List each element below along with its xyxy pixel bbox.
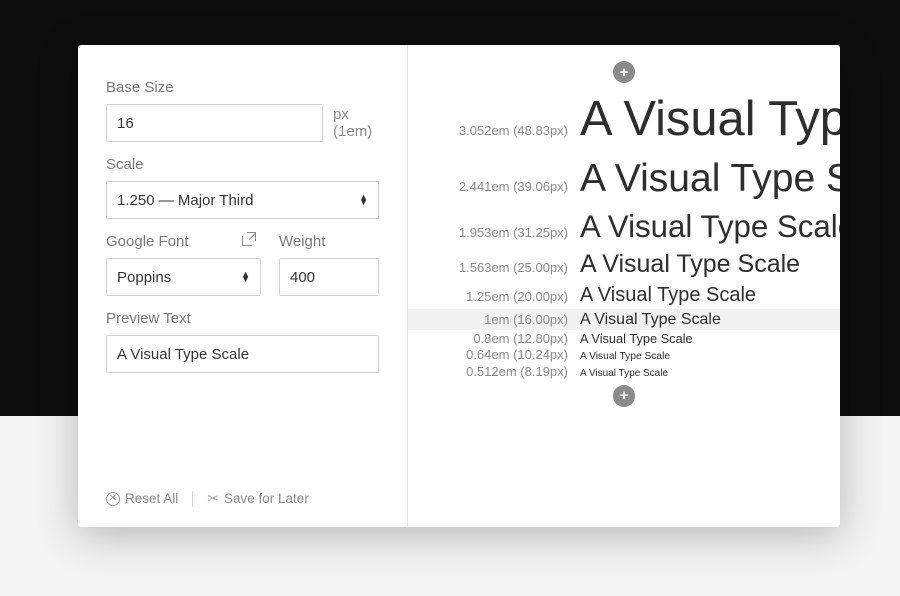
preview-text-label: Preview Text [106, 310, 379, 327]
scale-row-sample: A Visual Type Scale [580, 350, 670, 364]
scale-rows: 3.052em (48.83px)A Visual Type Scale2.44… [408, 87, 840, 381]
preview-text-input[interactable] [106, 335, 379, 373]
scale-row: 0.512em (8.19px)A Visual Type Scale [408, 364, 840, 381]
add-step-bottom-button[interactable]: + [613, 385, 635, 407]
actions-row: ✕ Reset All ✂ Save for Later [106, 490, 379, 507]
scale-row: 1em (16.00px)A Visual Type Scale [408, 309, 840, 331]
external-link-icon[interactable] [242, 233, 255, 250]
scale-row-label: 1.25em (20.00px) [408, 289, 580, 304]
scale-row-sample: A Visual Type Scale [580, 309, 721, 331]
save-button[interactable]: ✂ Save for Later [207, 490, 309, 507]
scale-row-sample: A Visual Type Scale [580, 153, 840, 206]
scale-row-label: 2.441em (39.06px) [408, 179, 580, 194]
weight-group: Weight [279, 233, 379, 296]
weight-label: Weight [279, 233, 379, 250]
scale-row-sample: A Visual Type Scale [580, 330, 693, 347]
chevron-updown-icon: ▲▼ [359, 195, 368, 205]
scale-row: 2.441em (39.06px)A Visual Type Scale [408, 153, 840, 206]
weight-input[interactable] [279, 258, 379, 296]
scale-select[interactable]: 1.250 — Major Third ▲▼ [106, 181, 379, 219]
save-label: Save for Later [224, 491, 309, 506]
app-card: Base Size px (1em) Scale 1.250 — Major T… [78, 45, 840, 527]
font-select-value: Poppins [117, 269, 171, 286]
scale-row-label: 3.052em (48.83px) [408, 123, 580, 138]
add-step-top-button[interactable]: + [613, 61, 635, 83]
font-group: Google Font Poppins ▲▼ [106, 233, 261, 296]
preview-panel: + 3.052em (48.83px)A Visual Type Scale2.… [408, 45, 840, 527]
close-circle-icon: ✕ [106, 492, 120, 506]
scale-row-label: 1em (16.00px) [408, 312, 580, 327]
scale-row-sample: A Visual Type Scale [580, 206, 840, 248]
scale-row-label: 1.563em (25.00px) [408, 260, 580, 275]
scale-row: 0.8em (12.80px)A Visual Type Scale [408, 330, 840, 347]
scale-row: 1.25em (20.00px)A Visual Type Scale [408, 282, 840, 309]
base-size-unit: px (1em) [333, 106, 379, 140]
scale-row: 0.64em (10.24px)A Visual Type Scale [408, 347, 840, 364]
controls-panel: Base Size px (1em) Scale 1.250 — Major T… [78, 45, 408, 527]
base-size-group: Base Size px (1em) [106, 79, 379, 142]
scale-row-label: 0.512em (8.19px) [408, 364, 580, 379]
font-label: Google Font [106, 233, 189, 250]
scale-label: Scale [106, 156, 379, 173]
preview-text-group: Preview Text [106, 310, 379, 373]
scale-row-label: 0.64em (10.24px) [408, 347, 580, 362]
base-size-label: Base Size [106, 79, 379, 96]
reset-button[interactable]: ✕ Reset All [106, 491, 178, 506]
scissors-icon: ✂ [207, 490, 219, 507]
scale-row-label: 0.8em (12.80px) [408, 331, 580, 346]
scale-row-sample: A Visual Type Scale [580, 282, 756, 309]
chevron-updown-icon: ▲▼ [241, 272, 250, 282]
scale-row-sample: A Visual Type Scale [580, 248, 800, 282]
scale-row-label: 1.953em (31.25px) [408, 225, 580, 240]
scale-row: 3.052em (48.83px)A Visual Type Scale [408, 87, 840, 153]
scale-select-value: 1.250 — Major Third [117, 192, 253, 209]
base-size-input[interactable] [106, 104, 323, 142]
scale-row: 1.563em (25.00px)A Visual Type Scale [408, 248, 840, 282]
font-select[interactable]: Poppins ▲▼ [106, 258, 261, 296]
scale-row-sample: A Visual Type Scale [580, 87, 840, 153]
scale-row: 1.953em (31.25px)A Visual Type Scale [408, 206, 840, 248]
reset-label: Reset All [125, 491, 178, 506]
scale-row-sample: A Visual Type Scale [580, 367, 668, 381]
action-divider [192, 491, 193, 507]
scale-group: Scale 1.250 — Major Third ▲▼ [106, 156, 379, 219]
